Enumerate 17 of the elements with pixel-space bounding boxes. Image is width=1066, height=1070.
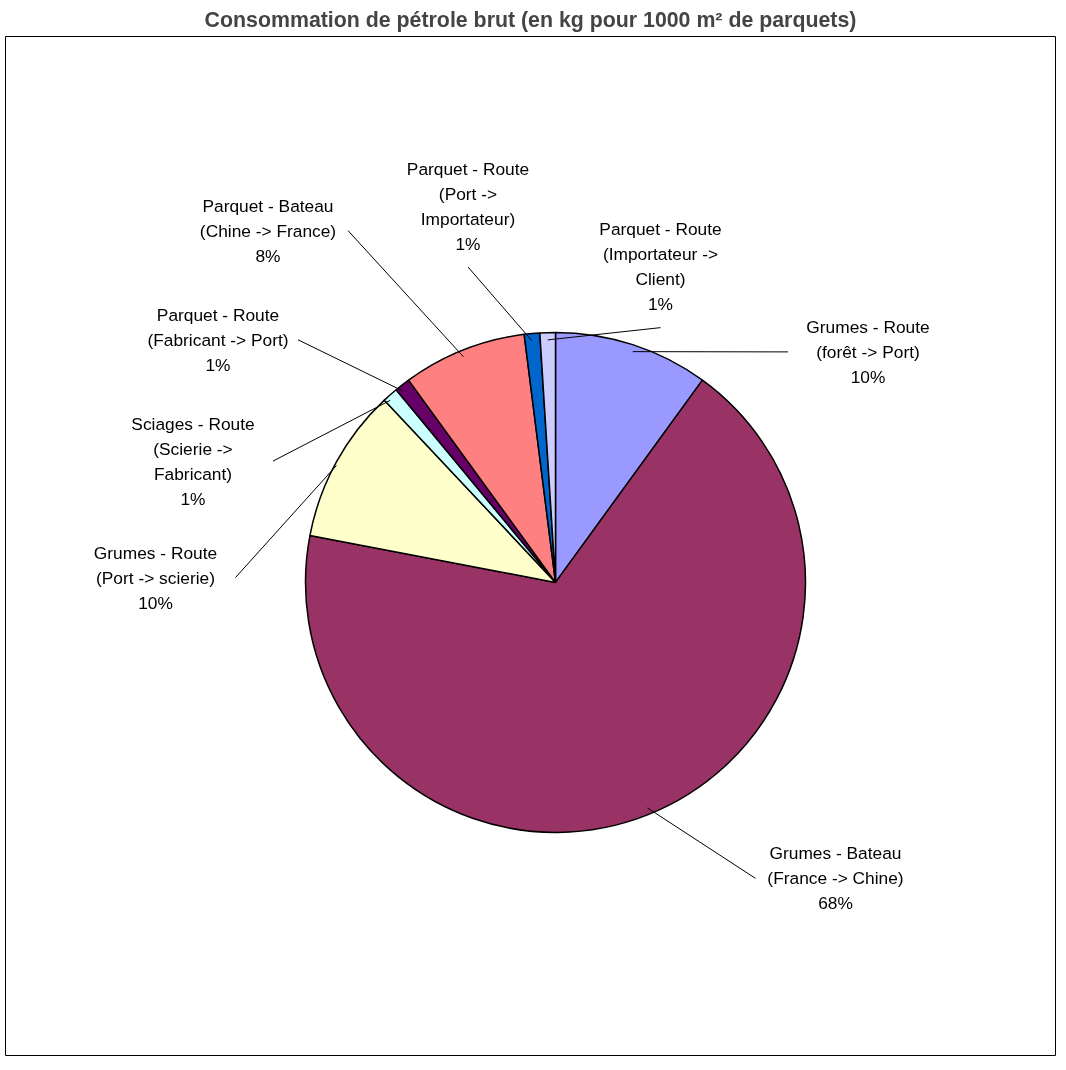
data-label: 1% bbox=[205, 354, 231, 375]
slice-label: Grumes - Route (forêt -> Port) bbox=[806, 316, 930, 362]
slice-label: Grumes - Bateau (France -> Chine) bbox=[767, 843, 904, 889]
data-label: 10% bbox=[138, 592, 173, 613]
slice-label: Parquet - Route (Importateur -> Client) bbox=[599, 219, 722, 290]
slice-label: Parquet - Bateau (Chine -> France) bbox=[199, 195, 337, 241]
data-label: 1% bbox=[180, 488, 206, 509]
slice-label: Sciages - Route (Scierie -> Fabricant) bbox=[131, 413, 255, 484]
data-label: 10% bbox=[850, 366, 886, 387]
data-label: 1% bbox=[647, 294, 674, 315]
data-label: 1% bbox=[455, 233, 481, 254]
data-label: 8% bbox=[255, 245, 281, 266]
slice-label: Parquet - Route (Fabricant -> Port) bbox=[147, 304, 289, 350]
slice-label: Parquet - Route (Port -> Importateur) bbox=[406, 158, 530, 229]
slice-label: Grumes - Route (Port -> scierie) bbox=[93, 542, 218, 588]
data-label: 68% bbox=[818, 893, 853, 914]
chart-title: Consommation de pétrole brut (en kg pour 1000 m² de parquets) bbox=[204, 7, 857, 32]
